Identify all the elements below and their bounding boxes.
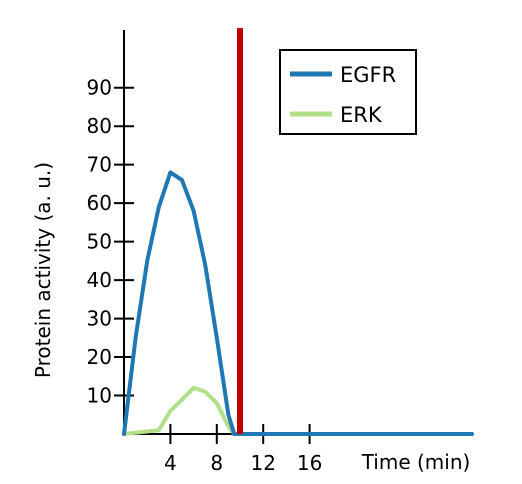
y-tick-label: 10 [87,384,112,408]
y-tick-label: 30 [87,307,112,331]
y-tick-label: 20 [87,345,112,369]
y-tick-label: 80 [87,114,112,138]
legend-box [279,49,417,135]
legend-label-erk: ERK [340,103,383,127]
y-tick-label: 40 [87,268,112,292]
legend-label-egfr: EGFR [340,63,396,87]
series-line-egfr [122,170,474,436]
series-layer [122,170,474,436]
x-tick-label: 8 [210,451,223,475]
tick-labels: 10 20 30 40 50 60 70 80 90 4 8 12 16 [87,76,323,475]
series-line-erk [122,385,474,436]
y-tick-label: 60 [87,191,112,215]
y-tick-label: 50 [87,230,112,254]
y-tick-label: 70 [87,153,112,177]
legend: EGFR ERK [279,49,417,135]
x-axis-label: Time (min) [361,450,471,474]
x-tick-label: 12 [250,451,275,475]
y-tick-label: 90 [87,76,112,100]
y-axis-label: Protein activity (a. u.) [31,162,55,378]
x-tick-label: 16 [297,451,322,475]
x-tick-label: 4 [164,451,177,475]
